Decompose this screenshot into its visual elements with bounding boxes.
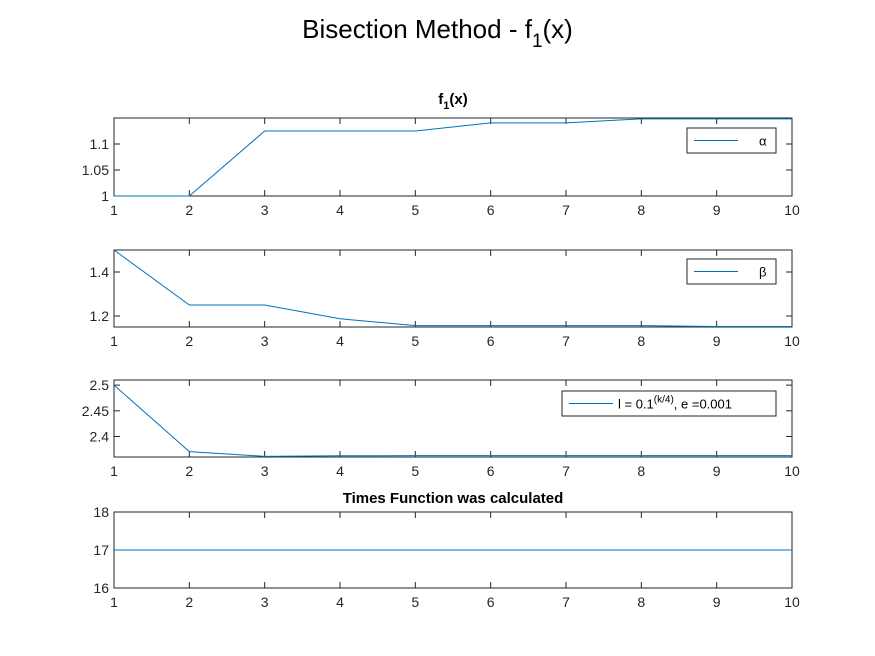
figure-title-tail: (x) xyxy=(542,14,573,44)
figure-title-main: Bisection Method - f xyxy=(302,14,532,44)
x-tick-label: 7 xyxy=(562,333,570,349)
y-tick-label: 1.4 xyxy=(90,264,110,280)
y-tick-label: 2.45 xyxy=(82,403,109,419)
x-tick-label: 1 xyxy=(110,463,118,479)
y-tick-label: 1.1 xyxy=(90,136,110,152)
x-tick-label: 8 xyxy=(637,202,645,218)
x-tick-label: 4 xyxy=(336,333,344,349)
x-tick-label: 4 xyxy=(336,202,344,218)
x-tick-label: 1 xyxy=(110,202,118,218)
figure-title-subscript: 1 xyxy=(531,31,543,52)
x-tick-label: 2 xyxy=(185,202,193,218)
x-tick-label: 5 xyxy=(411,594,419,610)
x-tick-label: 10 xyxy=(784,463,800,479)
x-tick-label: 3 xyxy=(261,202,269,218)
x-tick-label: 7 xyxy=(562,202,570,218)
x-tick-label: 5 xyxy=(411,463,419,479)
figure-title: Bisection Method - f1(x) xyxy=(0,14,875,52)
subplot-4: 1 2 3 4 5 6 7 8 9 10 16 17 18 Times Function was calc… xyxy=(93,490,800,610)
legend-label: l = 0.1(k/4), e =0.001 xyxy=(618,395,732,412)
x-tick-label: 2 xyxy=(185,463,193,479)
subplot-1: 1 2 3 4 5 6 7 8 9 10 1 1.05 1.1 f1(x) α xyxy=(82,91,800,218)
x-tick-label: 6 xyxy=(487,202,495,218)
x-tick-label: 6 xyxy=(487,463,495,479)
x-tick-label: 2 xyxy=(185,594,193,610)
x-tick-label: 8 xyxy=(637,594,645,610)
legend-label: β xyxy=(759,265,766,280)
x-tick-label: 2 xyxy=(185,333,193,349)
x-tick-label: 7 xyxy=(562,594,570,610)
x-tick-label: 6 xyxy=(487,333,495,349)
x-tick-label: 3 xyxy=(261,463,269,479)
x-tick-label: 5 xyxy=(411,202,419,218)
subplot-title: Times Function was calculated xyxy=(343,490,564,507)
subplot-2: 1 2 3 4 5 6 7 8 9 10 1.2 1.4 β xyxy=(90,249,800,349)
x-tick-label: 9 xyxy=(713,202,721,218)
subplot-3: 1 2 3 4 5 6 7 8 9 10 2.4 2.45 2.5 l = 0.1(k/4), e =0.… xyxy=(82,377,800,479)
subplot-title: f1(x) xyxy=(438,91,467,112)
y-tick-label: 1 xyxy=(101,188,109,204)
axes-box xyxy=(113,249,793,328)
x-tick-label: 6 xyxy=(487,594,495,610)
x-tick-label: 4 xyxy=(336,594,344,610)
series-line xyxy=(113,384,792,457)
x-tick-label: 5 xyxy=(411,333,419,349)
y-tick-label: 1.2 xyxy=(90,308,110,324)
y-tick-label: 18 xyxy=(93,504,109,520)
series-line xyxy=(113,249,792,327)
axes-box xyxy=(113,117,793,197)
x-tick-label: 9 xyxy=(713,463,721,479)
x-tick-label: 3 xyxy=(261,333,269,349)
x-tick-label: 8 xyxy=(637,463,645,479)
x-tick-label: 4 xyxy=(336,463,344,479)
y-tick-label: 1.05 xyxy=(82,162,109,178)
y-tick-label: 16 xyxy=(93,580,109,596)
x-tick-label: 9 xyxy=(713,594,721,610)
x-tick-label: 3 xyxy=(261,594,269,610)
x-tick-label: 1 xyxy=(110,594,118,610)
x-tick-label: 8 xyxy=(637,333,645,349)
x-tick-label: 10 xyxy=(784,202,800,218)
y-tick-label: 17 xyxy=(93,542,109,558)
y-tick-label: 2.4 xyxy=(90,428,110,444)
x-tick-label: 9 xyxy=(713,333,721,349)
legend-label: α xyxy=(759,134,767,149)
x-tick-label: 10 xyxy=(784,333,800,349)
x-tick-label: 10 xyxy=(784,594,800,610)
x-tick-label: 7 xyxy=(562,463,570,479)
x-tick-label: 1 xyxy=(110,333,118,349)
y-tick-label: 2.5 xyxy=(90,377,110,393)
series-line xyxy=(114,118,792,197)
